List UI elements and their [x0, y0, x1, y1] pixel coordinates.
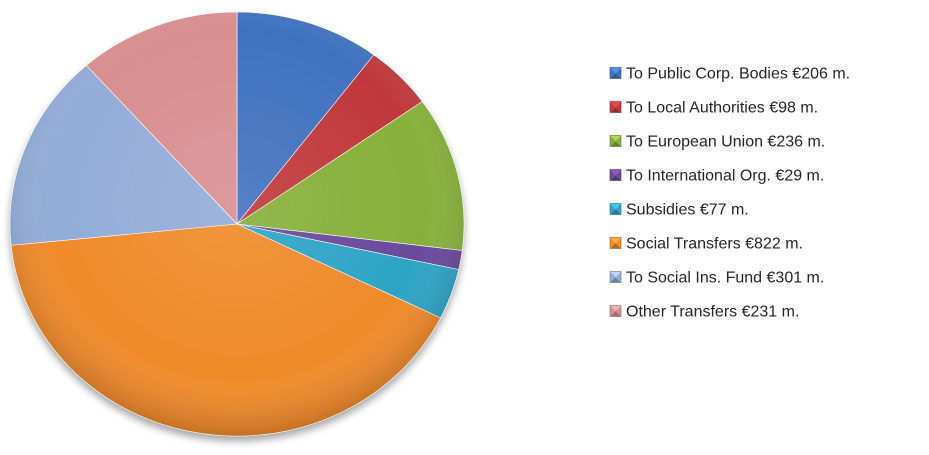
legend-label-4: Subsidies €77 m.: [626, 202, 749, 219]
legend-item-7: Other Transfers €231 m.: [609, 304, 799, 321]
legend-item-1: To Local Authorities €98 m.: [609, 100, 818, 117]
legend-swatch-0: [609, 67, 622, 79]
legend-item-0: To Public Corp. Bodies €206 m.: [609, 66, 850, 83]
legend-item-6: To Social Ins. Fund €301 m.: [609, 270, 824, 287]
legend-swatch-3: [609, 169, 622, 181]
legend-swatch-6: [609, 271, 622, 283]
legend-swatch-5: [609, 237, 622, 249]
legend-swatch-4: [609, 203, 622, 215]
legend-label-3: To International Org. €29 m.: [626, 168, 824, 185]
legend-label-2: To European Union €236 m.: [626, 134, 825, 151]
legend-swatch-1: [609, 101, 622, 113]
legend-label-5: Social Transfers €822 m.: [626, 236, 803, 253]
legend-label-7: Other Transfers €231 m.: [626, 304, 799, 321]
legend-item-4: Subsidies €77 m.: [609, 202, 749, 219]
pie-slices: [9, 11, 465, 437]
legend-swatch-7: [609, 305, 622, 317]
legend-item-2: To European Union €236 m.: [609, 134, 825, 151]
legend-label-0: To Public Corp. Bodies €206 m.: [626, 66, 850, 83]
legend-swatch-2: [609, 135, 622, 147]
legend: To Public Corp. Bodies €206 m. To Local A…: [609, 66, 850, 321]
legend-item-5: Social Transfers €822 m.: [609, 236, 803, 253]
legend-label-6: To Social Ins. Fund €301 m.: [626, 270, 824, 287]
legend-label-1: To Local Authorities €98 m.: [626, 100, 818, 117]
legend-item-3: To International Org. €29 m.: [609, 168, 824, 185]
